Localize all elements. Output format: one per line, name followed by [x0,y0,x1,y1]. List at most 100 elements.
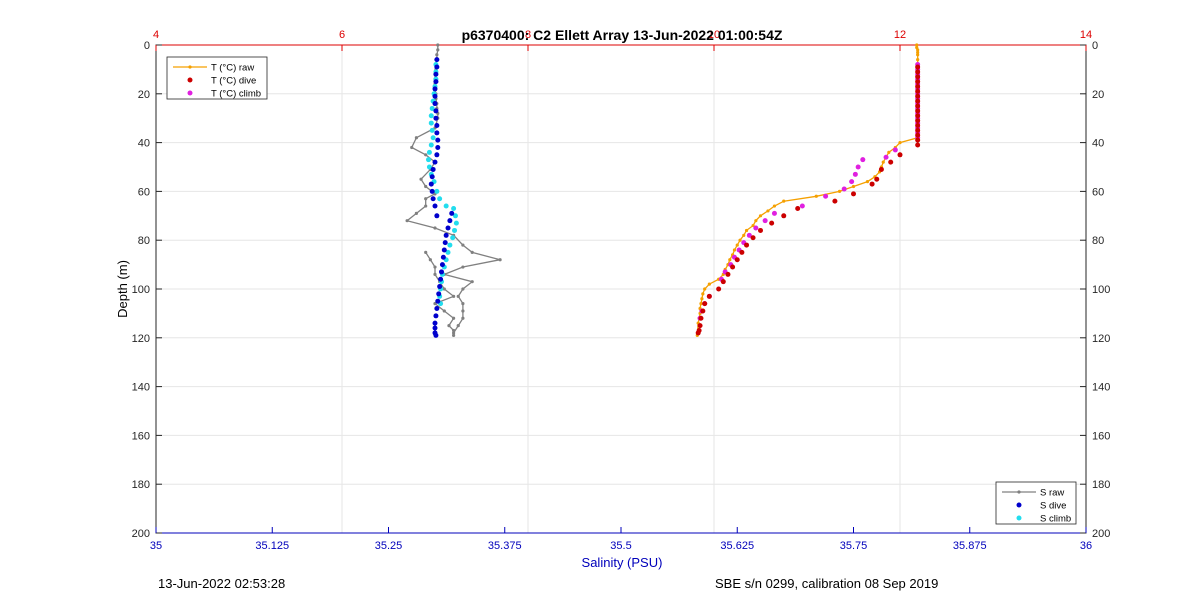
point-t-c-dive [915,142,921,148]
point-s-raw [419,177,423,181]
point-s-raw [424,153,428,157]
point-t-c-dive [795,205,801,211]
point-s-raw [436,43,440,47]
point-s-dive [441,247,447,253]
legend-label: T (°C) raw [211,63,254,74]
point-s-climb [451,205,457,211]
point-s-raw [461,243,465,247]
point-s-dive [430,166,436,172]
point-s-raw [433,265,437,269]
point-s-dive [432,320,438,326]
point-t-c-dive [915,108,921,114]
point-s-raw [435,53,439,57]
point-s-dive [445,225,451,231]
point-t-c-climb [852,171,858,177]
point-s-climb [450,235,456,241]
point-s-dive [430,196,436,202]
point-s-climb [453,220,459,226]
point-s-raw [456,294,460,298]
point-t-c-dive [706,293,712,299]
point-s-dive [434,213,440,219]
point-t-c-raw [916,58,920,62]
point-t-c-climb [799,203,805,209]
point-s-dive [442,240,448,246]
series-t-c-dive [695,64,921,336]
point-t-c-dive [878,166,884,172]
y-tick-label-left: 80 [138,235,150,247]
point-s-dive [433,71,439,77]
point-t-c-dive [915,137,921,143]
point-t-c-raw [851,184,856,189]
point-t-c-raw [738,238,742,242]
point-t-c-raw [915,45,919,50]
point-s-dive [443,232,449,238]
point-t-c-raw [837,189,842,193]
x-bottom-tick-label: 35.375 [488,540,522,552]
point-s-dive [436,291,442,297]
point-s-raw [414,136,418,140]
point-s-raw [414,211,418,215]
point-s-dive [434,306,440,312]
point-s-raw [461,287,465,291]
point-s-dive [433,108,439,114]
point-t-c-raw [732,248,737,252]
point-s-climb [434,188,440,194]
point-t-c-dive [734,257,740,263]
point-s-raw [424,250,428,254]
point-t-c-dive [716,286,722,292]
point-t-c-climb [746,232,752,238]
y-tick-label-right: 60 [1092,186,1104,198]
point-t-c-dive [851,191,856,197]
point-s-raw [461,316,465,320]
point-s-raw [436,48,440,52]
legend-label: T (°C) climb [211,89,261,100]
x-bottom-tick-label: 36 [1080,540,1092,552]
y-tick-label-left: 160 [132,430,150,442]
point-t-c-raw [742,233,746,237]
series-line-t-c-raw [696,45,919,336]
point-s-raw [433,272,437,276]
x-bottom-tick-label: 35.5 [610,540,631,552]
point-s-raw [424,204,428,208]
point-t-c-raw [744,228,749,233]
point-t-c-raw [772,204,777,208]
y-tick-label-right: 180 [1092,479,1110,491]
point-s-raw [424,184,428,189]
point-s-dive [432,203,438,209]
point-t-c-raw [766,209,770,213]
point-t-c-raw [707,282,711,286]
series-line-s-raw [405,45,501,336]
point-s-raw [470,280,474,284]
point-s-raw [452,333,456,337]
point-t-c-dive [698,315,704,321]
point-t-c-dive [730,264,736,270]
point-s-dive [429,188,435,194]
point-t-c-raw [898,141,902,145]
series-layer [405,43,921,338]
point-t-c-dive [915,69,921,75]
point-s-dive [438,276,444,282]
point-t-c-raw [782,199,786,203]
point-s-raw [442,287,446,291]
point-t-c-climb [849,179,855,185]
point-t-c-raw [916,50,920,54]
point-s-climb [428,113,434,119]
point-s-climb [447,242,453,248]
point-t-c-dive [725,271,731,277]
legend-marker [187,77,193,83]
point-t-c-dive [695,330,701,336]
point-s-raw [433,226,437,230]
grid [155,44,1087,534]
point-s-dive [433,313,439,319]
legend-marker [187,90,193,96]
point-t-c-dive [915,98,921,104]
point-t-c-dive [915,123,921,129]
point-s-climb [426,164,432,170]
point-t-c-dive [758,227,763,233]
point-s-raw [461,309,465,313]
footer-calibration: SBE s/n 0299, calibration 08 Sep 2019 [715,576,939,591]
y-tick-label-right: 140 [1092,382,1110,394]
point-s-climb [445,249,451,255]
series-s-raw [405,43,502,337]
